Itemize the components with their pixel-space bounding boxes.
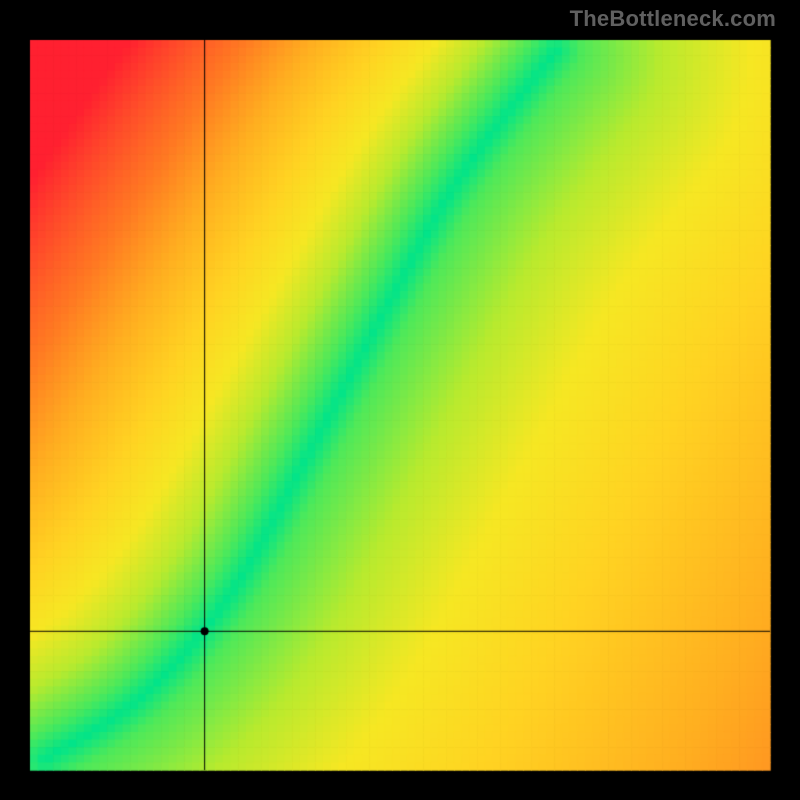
bottleneck-heatmap-canvas — [0, 0, 800, 800]
chart-container: TheBottleneck.com — [0, 0, 800, 800]
watermark-text: TheBottleneck.com — [570, 6, 776, 32]
